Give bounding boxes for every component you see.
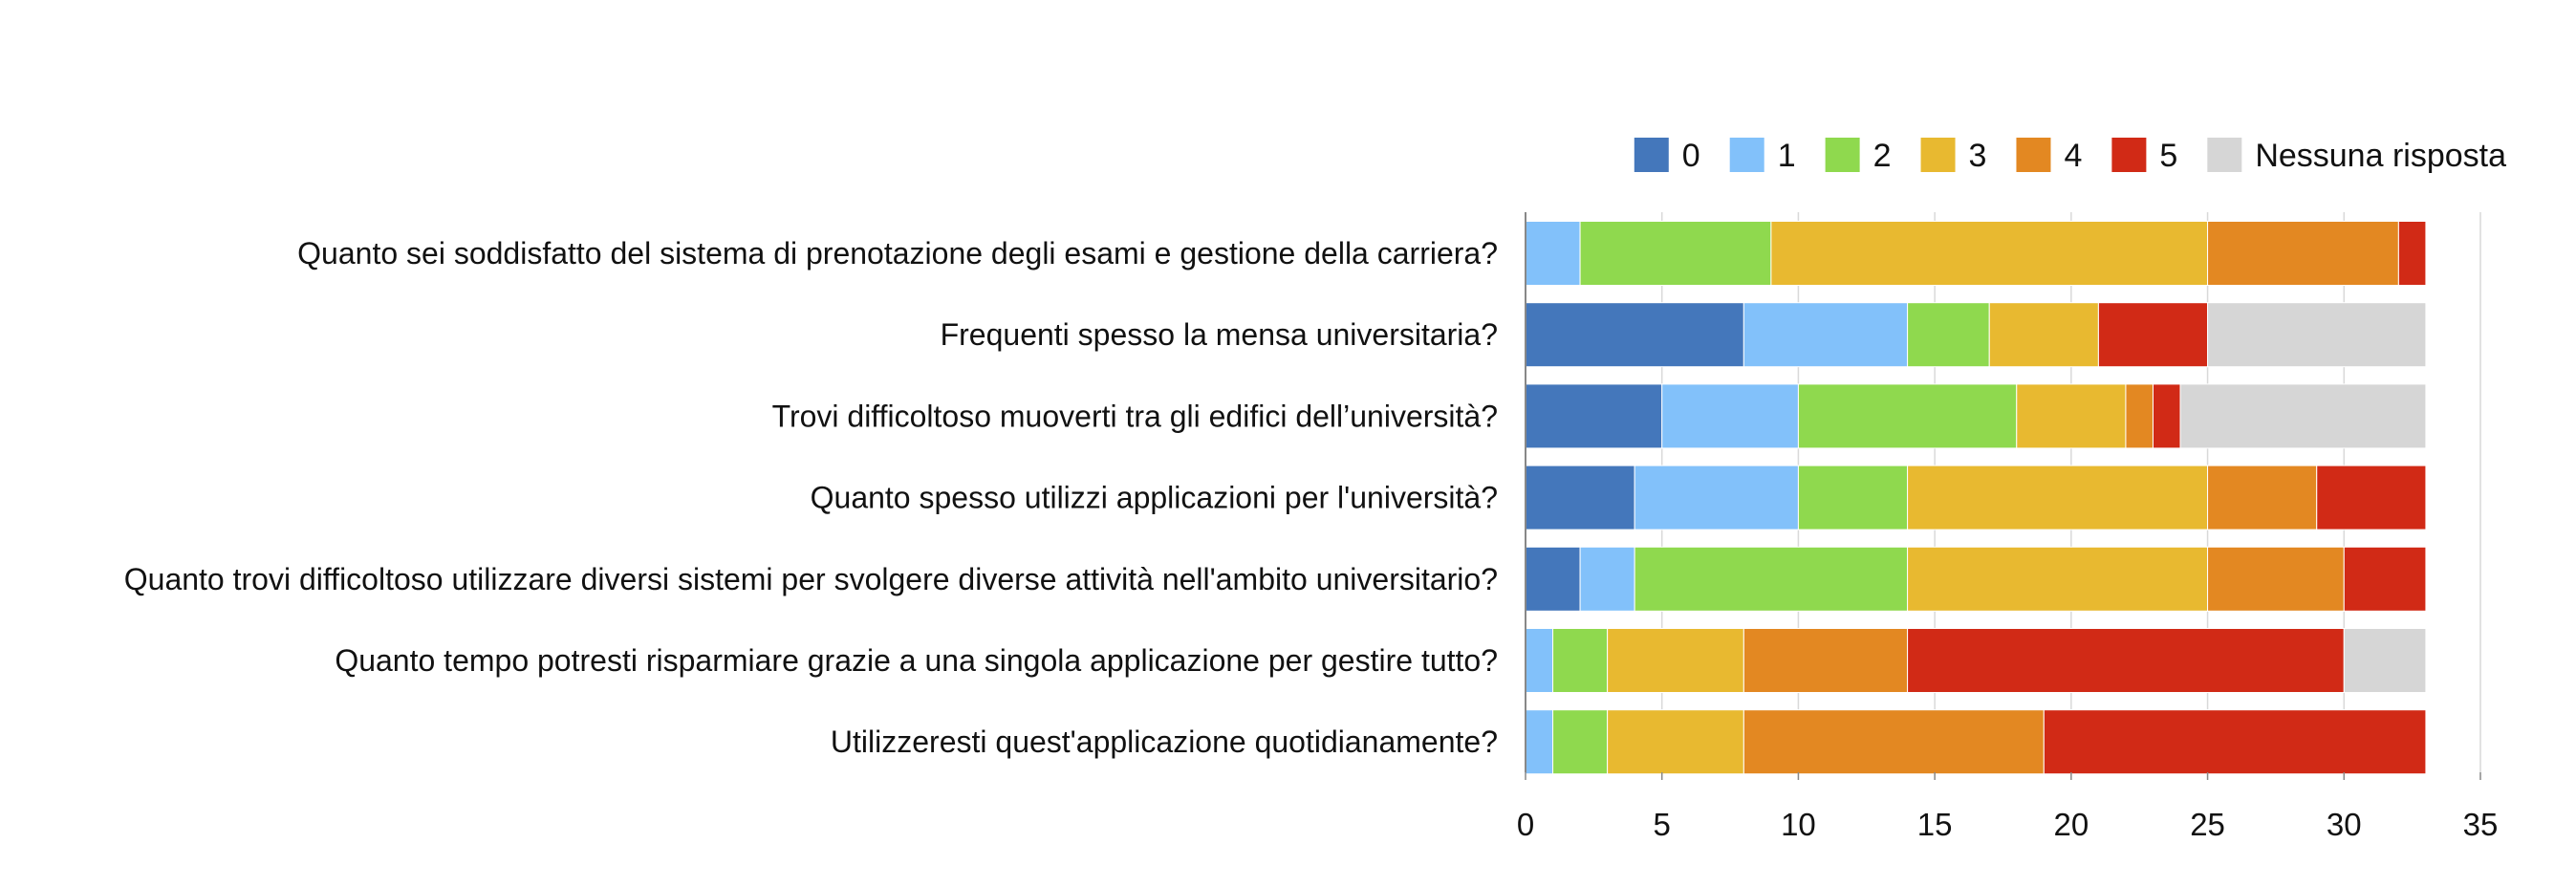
bar-segment — [2097, 302, 2209, 368]
bar-segment — [2343, 546, 2427, 612]
bar-segment — [1634, 465, 1799, 530]
legend-item: Nessuna risposta — [2207, 138, 2506, 174]
bar-segment — [1552, 628, 1609, 693]
bar-segment — [1907, 302, 1990, 368]
category-label: Frequenti spesso la mensa universitaria? — [941, 317, 1498, 352]
bar-segment — [1634, 546, 1909, 612]
legend-swatch — [1825, 138, 1860, 172]
bar-segment — [1988, 302, 2099, 368]
legend-label: 5 — [2159, 138, 2177, 174]
legend-swatch — [2016, 138, 2051, 172]
legend-item: 0 — [1634, 138, 1700, 174]
bar-segment — [2152, 383, 2181, 449]
bar-segment — [1743, 302, 1909, 368]
x-tick-label: 25 — [2190, 807, 2225, 842]
legend-swatch — [2111, 138, 2147, 172]
legend-label: 3 — [1969, 138, 1987, 174]
legend-label: 4 — [2064, 138, 2082, 174]
legend-label: 0 — [1682, 138, 1700, 174]
x-tick-label: 15 — [1917, 807, 1953, 842]
bar-segment — [1907, 465, 2209, 530]
legend: 0 1 2 3 4 5 Nessuna risposta — [1634, 138, 2506, 174]
bar-segment — [1525, 709, 1554, 775]
bar-segment — [1797, 383, 2018, 449]
x-tick-label: 35 — [2463, 807, 2499, 842]
bar-segment — [1797, 465, 1909, 530]
bar-segment — [1907, 546, 2209, 612]
bar-segment — [1661, 383, 1799, 449]
bar-segment — [2207, 546, 2345, 612]
bar-segment — [1907, 628, 2345, 693]
bar-segment — [2179, 383, 2427, 449]
x-tick-label: 0 — [1517, 807, 1534, 842]
bar-segment — [2316, 465, 2427, 530]
bar-segment — [2016, 383, 2127, 449]
bar-segment — [1743, 709, 2045, 775]
legend-label: 1 — [1778, 138, 1796, 174]
category-label: Trovi difficoltoso muoverti tra gli edif… — [772, 399, 1498, 433]
bar-segment — [1552, 709, 1609, 775]
legend-label: Nessuna risposta — [2255, 138, 2506, 174]
x-tick-label: 5 — [1654, 807, 1671, 842]
category-label: Utilizzeresti quest'applicazione quotidi… — [831, 725, 1498, 759]
bar-segment — [1579, 221, 1772, 286]
bar-segment — [1525, 465, 1635, 530]
bar-segment — [1525, 221, 1581, 286]
legend-label: 2 — [1873, 138, 1892, 174]
bar-segment — [1525, 628, 1554, 693]
bar-segment — [2125, 383, 2154, 449]
legend-item: 2 — [1825, 138, 1892, 174]
bars — [1525, 221, 2427, 775]
legend-item: 3 — [1920, 138, 1987, 174]
bar-segment — [2043, 709, 2427, 775]
x-tick-label: 30 — [2327, 807, 2362, 842]
bar-segment — [2207, 221, 2399, 286]
legend-swatch — [1634, 138, 1669, 172]
x-tick-label: 20 — [2053, 807, 2089, 842]
x-tick-label: 10 — [1781, 807, 1816, 842]
legend-swatch — [1729, 138, 1764, 172]
bar-segment — [2207, 465, 2318, 530]
bar-segment — [1525, 383, 1663, 449]
legend-item: 1 — [1729, 138, 1796, 174]
legend-swatch — [1920, 138, 1956, 172]
bar-segment — [1525, 302, 1744, 368]
category-labels: Quanto sei soddisfatto del sistema di pr… — [124, 236, 1498, 759]
bar-segment — [1607, 709, 1744, 775]
bar-segment — [1770, 221, 2209, 286]
category-label: Quanto tempo potresti risparmiare grazie… — [335, 643, 1498, 678]
bar-segment — [2343, 628, 2427, 693]
bar-segment — [1525, 546, 1581, 612]
legend-swatch — [2207, 138, 2242, 172]
bar-segment — [1579, 546, 1635, 612]
category-label: Quanto trovi difficoltoso utilizzare div… — [124, 562, 1498, 596]
bar-segment — [2397, 221, 2427, 286]
x-tick-labels: 0 5 10 15 20 25 30 35 — [1517, 772, 2499, 842]
category-label: Quanto spesso utilizzi applicazioni per … — [811, 481, 1498, 515]
category-label: Quanto sei soddisfatto del sistema di pr… — [297, 236, 1498, 270]
legend-item: 4 — [2016, 138, 2082, 174]
bar-segment — [1743, 628, 1909, 693]
bar-segment — [2207, 302, 2427, 368]
legend-item: 5 — [2111, 138, 2177, 174]
bar-segment — [1607, 628, 1744, 693]
